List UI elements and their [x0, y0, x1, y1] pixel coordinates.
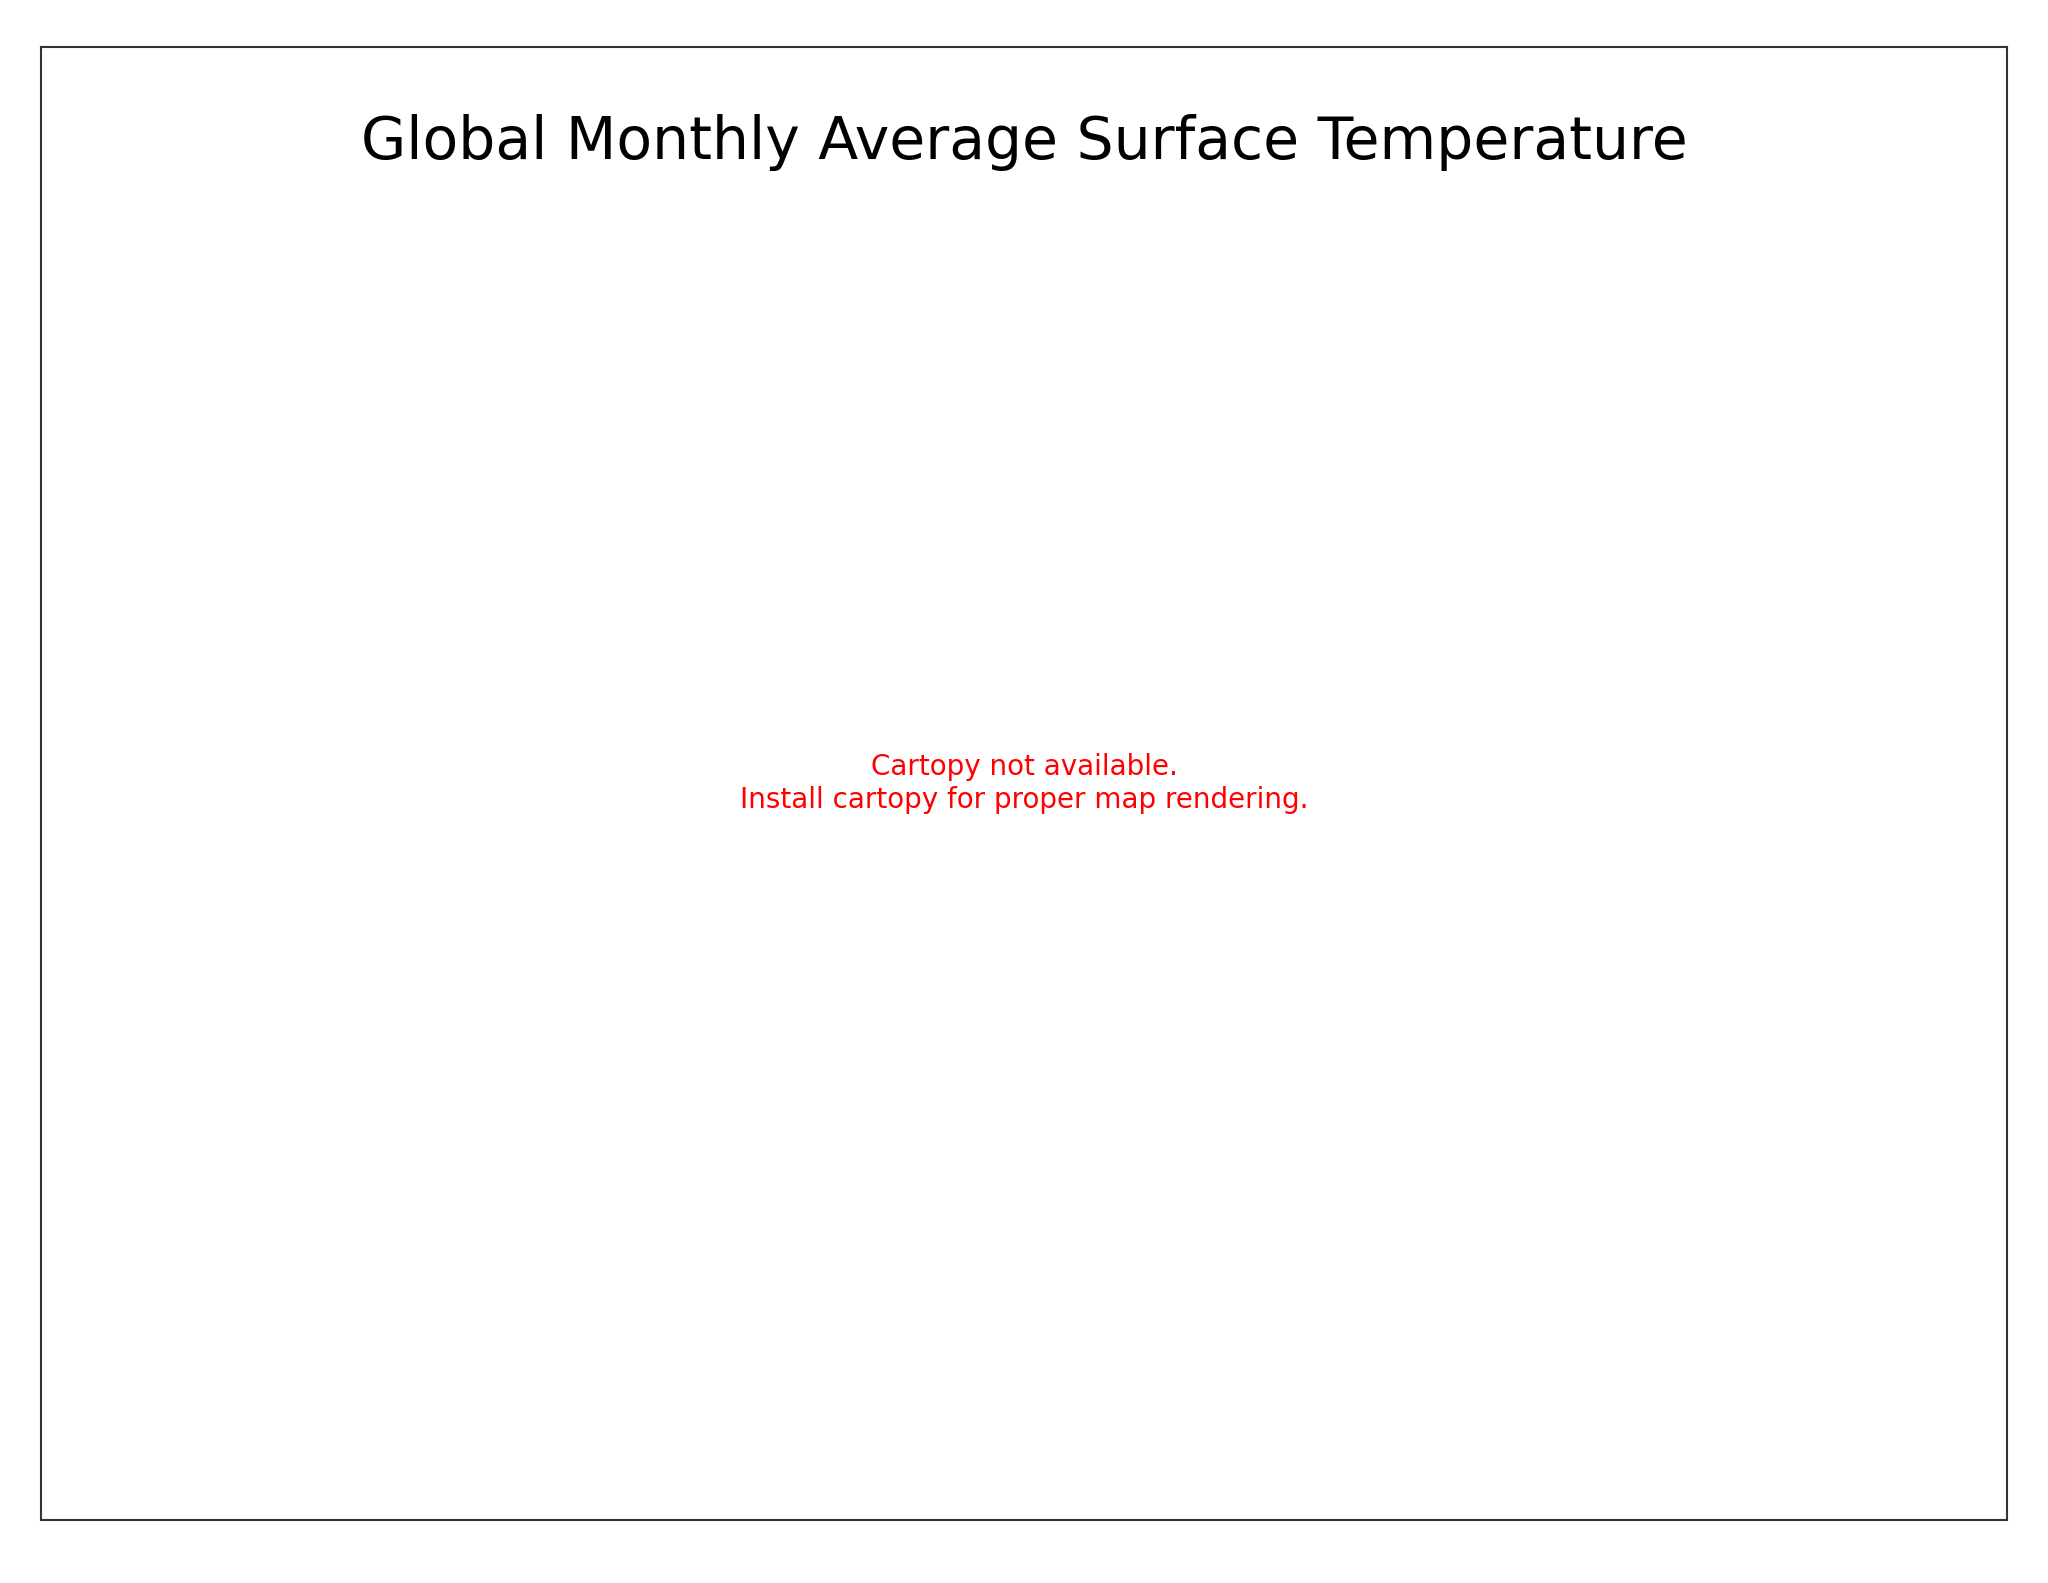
Text: Global Monthly Average Surface Temperature: Global Monthly Average Surface Temperatu…: [360, 114, 1688, 171]
Text: Cartopy not available.
Install cartopy for proper map rendering.: Cartopy not available. Install cartopy f…: [739, 754, 1309, 814]
